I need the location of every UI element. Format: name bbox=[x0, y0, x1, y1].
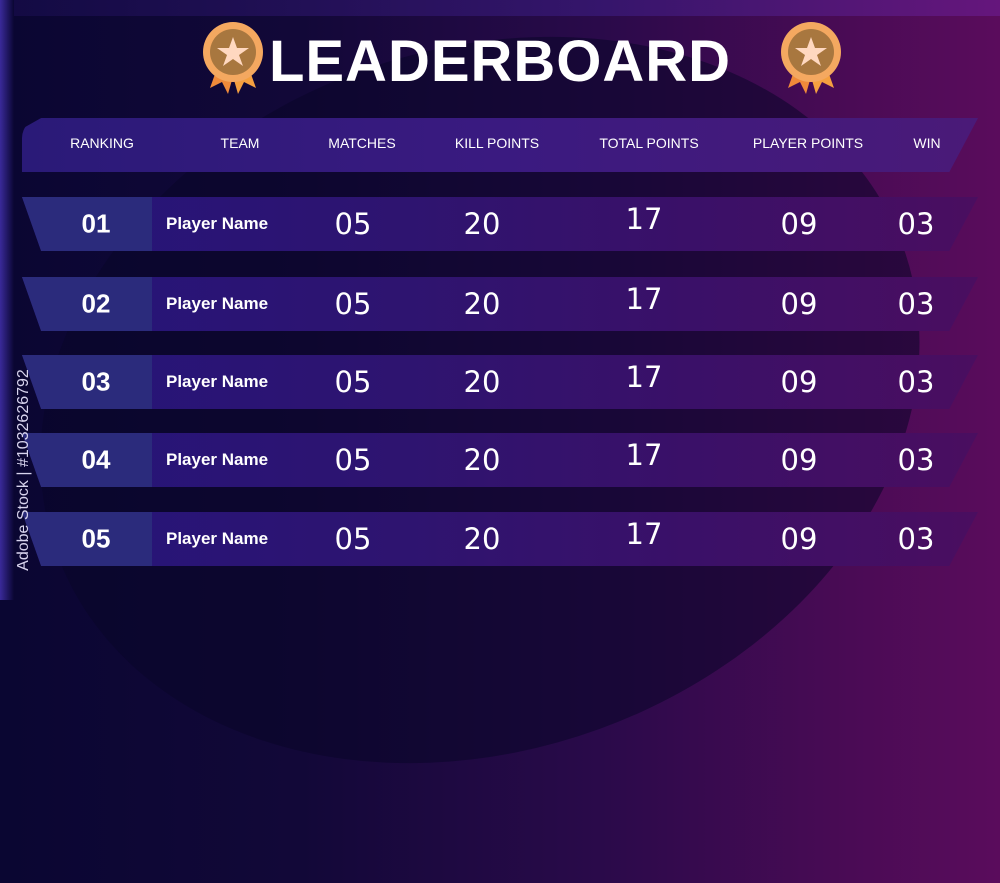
matches-cell: 05 bbox=[334, 522, 372, 556]
total-points-cell: 17 bbox=[625, 516, 663, 551]
rank-cell: 04 bbox=[81, 444, 111, 475]
kill-points-cell: 20 bbox=[463, 287, 501, 321]
rank-cell-bg bbox=[22, 433, 152, 487]
player-points-cell: 09 bbox=[780, 287, 818, 321]
table-row[interactable]: 05 Player Name 05 20 17 09 03 bbox=[22, 512, 978, 566]
kill-points-cell: 20 bbox=[463, 207, 501, 241]
win-cell: 03 bbox=[897, 443, 935, 477]
win-cell: 03 bbox=[897, 287, 935, 321]
medal-star-icon bbox=[781, 22, 841, 94]
table-row[interactable]: 03 Player Name 05 20 17 09 03 bbox=[22, 355, 978, 409]
matches-cell: 05 bbox=[334, 365, 372, 399]
player-points-cell: 09 bbox=[780, 522, 818, 556]
total-points-cell: 17 bbox=[625, 281, 663, 316]
top-bar bbox=[0, 0, 1000, 16]
rank-cell-bg bbox=[22, 512, 152, 566]
header-win[interactable]: WIN bbox=[913, 135, 941, 151]
header-matches[interactable]: MATCHES bbox=[328, 135, 396, 151]
rank-cell: 02 bbox=[81, 288, 111, 319]
header-kill-points[interactable]: KILL POINTS bbox=[454, 135, 540, 151]
header-ranking[interactable]: RANKING bbox=[70, 135, 134, 151]
table-header bbox=[22, 118, 978, 172]
matches-cell: 05 bbox=[334, 443, 372, 477]
win-cell: 03 bbox=[897, 522, 935, 556]
player-points-cell: 09 bbox=[780, 365, 818, 399]
left-edge bbox=[0, 0, 14, 600]
rank-cell: 03 bbox=[81, 366, 111, 397]
header-total-points[interactable]: TOTAL POINTS bbox=[599, 135, 699, 151]
team-cell: Player Name bbox=[166, 450, 269, 469]
rank-cell-bg bbox=[22, 355, 152, 409]
header-player-points[interactable]: PLAYER POINTS bbox=[752, 135, 864, 151]
team-cell: Player Name bbox=[166, 294, 269, 313]
matches-cell: 05 bbox=[334, 207, 372, 241]
rank-cell-bg bbox=[22, 197, 152, 251]
kill-points-cell: 20 bbox=[463, 365, 501, 399]
table-row[interactable]: 02 Player Name 05 20 17 09 03 bbox=[22, 277, 978, 331]
matches-cell: 05 bbox=[334, 287, 372, 321]
kill-points-cell: 20 bbox=[463, 443, 501, 477]
rank-cell: 05 bbox=[81, 523, 111, 554]
header-team[interactable]: TEAM bbox=[220, 135, 260, 151]
player-points-cell: 09 bbox=[780, 443, 818, 477]
kill-points-cell: 20 bbox=[463, 522, 501, 556]
team-cell: Player Name bbox=[166, 372, 269, 391]
total-points-cell: 17 bbox=[625, 201, 663, 236]
total-points-cell: 17 bbox=[625, 359, 663, 394]
watermark: Adobe Stock | #1032626792 bbox=[15, 369, 32, 571]
table-row[interactable]: 01 Player Name 05 20 17 09 03 bbox=[22, 197, 978, 251]
win-cell: 03 bbox=[897, 207, 935, 241]
table-row[interactable]: 04 Player Name 05 20 17 09 03 bbox=[22, 433, 978, 487]
win-cell: 03 bbox=[897, 365, 935, 399]
team-cell: Player Name bbox=[166, 529, 269, 548]
total-points-cell: 17 bbox=[625, 437, 663, 472]
rank-cell-bg bbox=[22, 277, 152, 331]
medal-star-icon bbox=[203, 22, 263, 94]
team-cell: Player Name bbox=[166, 214, 269, 233]
page-title: LEADERBOARD bbox=[268, 29, 732, 94]
player-points-cell: 09 bbox=[780, 207, 818, 241]
rank-cell: 01 bbox=[81, 208, 111, 239]
